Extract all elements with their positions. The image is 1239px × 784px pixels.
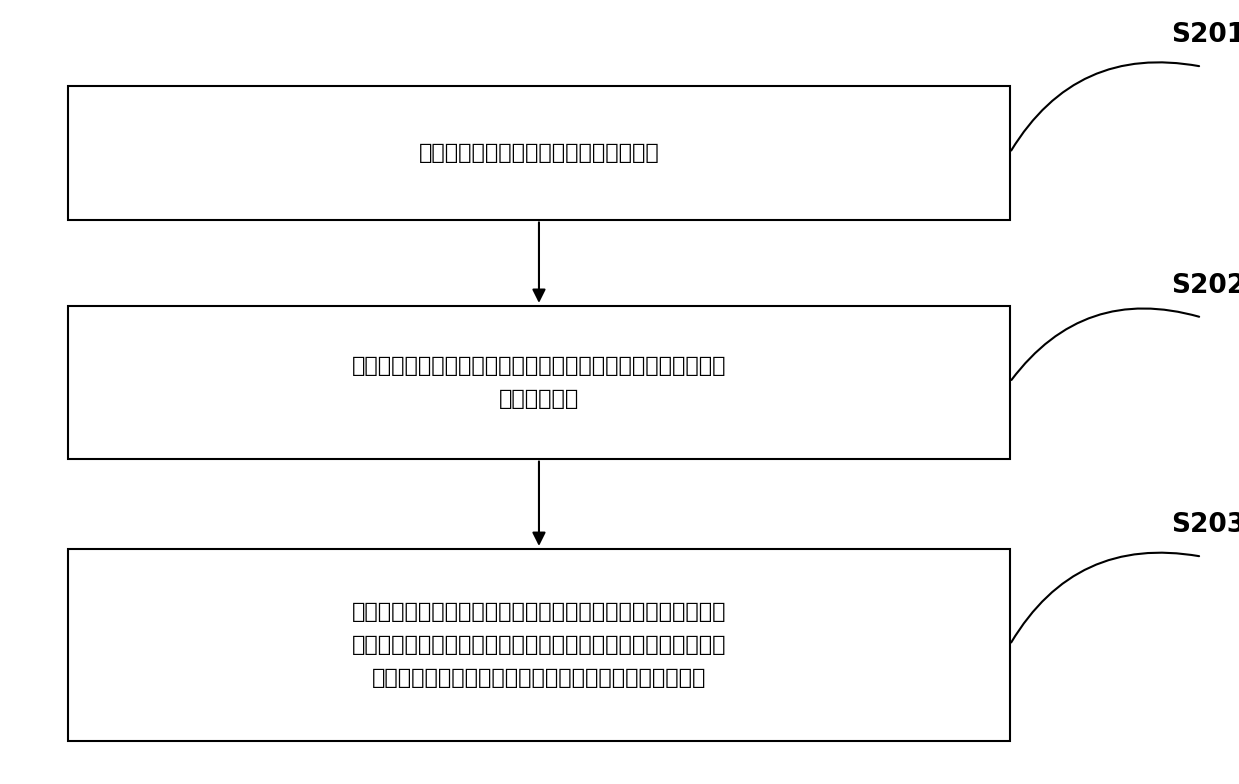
Bar xyxy=(68,306,1010,459)
FancyArrowPatch shape xyxy=(1011,553,1199,642)
Text: S203: S203 xyxy=(1171,512,1239,539)
Text: S202: S202 xyxy=(1171,273,1239,299)
Bar xyxy=(68,549,1010,741)
Text: 针对分布占比大于第二占比阈值的每个电路板样本图像类别，对
该电路板样本图像类别中的电路板样本图像进行欠采样处理，得
到该电路板样本图像类别对应的第二目标电路板样: 针对分布占比大于第二占比阈值的每个电路板样本图像类别，对 该电路板样本图像类别中… xyxy=(352,602,726,688)
Text: S201: S201 xyxy=(1171,22,1239,49)
FancyArrowPatch shape xyxy=(1011,62,1199,151)
FancyArrowPatch shape xyxy=(1011,308,1199,380)
Bar xyxy=(68,86,1010,220)
Text: 分别确定每个电路板样本图像类别中的电路板样本图像在样本集
中的分布占比: 分别确定每个电路板样本图像类别中的电路板样本图像在样本集 中的分布占比 xyxy=(352,356,726,408)
Text: 获取原始电路板样本图像集，作为样本集: 获取原始电路板样本图像集，作为样本集 xyxy=(419,143,659,163)
